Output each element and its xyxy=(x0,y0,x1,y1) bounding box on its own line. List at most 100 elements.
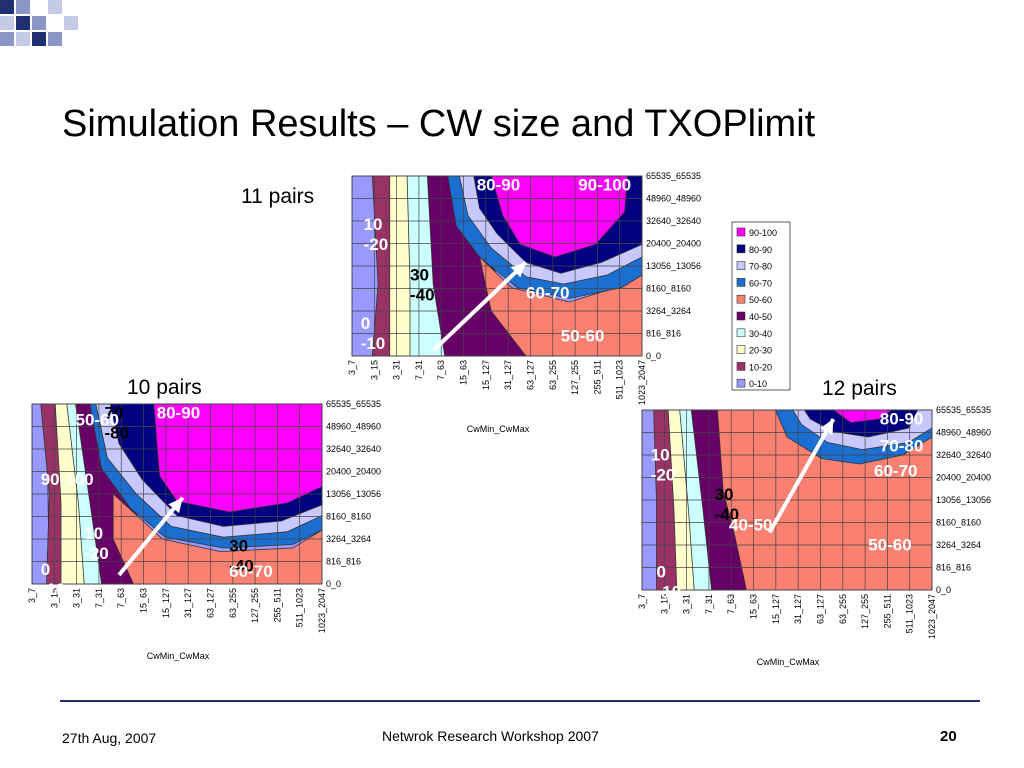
region-annotation: 30 xyxy=(229,537,248,556)
heatmap-chart-2: 65535_65535 48960_48960 32640_32640 20400_2… xyxy=(637,405,991,667)
legend-swatch xyxy=(736,328,746,338)
x-tick-label: 63_255 xyxy=(838,594,848,624)
legend-swatch xyxy=(736,311,746,321)
region-annotation: 80-90 xyxy=(157,403,200,422)
legend-swatch xyxy=(736,294,746,304)
x-tick-label: 255_511 xyxy=(592,360,602,394)
x-tick-label: 15_63 xyxy=(749,594,759,619)
region-annotation: -40 xyxy=(410,285,435,304)
x-tick-label: 511_1023 xyxy=(295,588,305,627)
y-tick-label: 8160_8160 xyxy=(936,518,981,528)
region-annotation: -20 xyxy=(364,235,389,254)
footer-divider xyxy=(60,700,980,702)
legend-swatch xyxy=(736,261,746,270)
y-tick-label: 32640_32640 xyxy=(326,444,381,454)
region-annotation: 60-70 xyxy=(874,462,917,481)
y-tick-label: 48960_48960 xyxy=(326,422,381,432)
region-annotation: -40 xyxy=(229,557,254,576)
y-tick-label: 0_0 xyxy=(646,351,661,361)
y-tick-label: 65535_65535 xyxy=(326,399,381,409)
region-annotation: -20 xyxy=(84,544,109,563)
region-annotation: 60-70 xyxy=(526,283,569,302)
x-tick-label: 15_127 xyxy=(481,360,491,390)
legend-label: 90-100 xyxy=(749,228,777,238)
x-axis-label: CwMin_CwMax xyxy=(147,651,210,661)
x-tick-label: 63_127 xyxy=(815,594,825,624)
legend-label: 50-60 xyxy=(749,295,772,305)
x-tick-label: 63_255 xyxy=(228,588,238,618)
x-tick-label: 63_127 xyxy=(205,588,215,618)
legend-label: 80-90 xyxy=(749,245,772,255)
y-tick-label: 816_816 xyxy=(936,563,971,573)
x-tick-label: 511_1023 xyxy=(905,594,915,633)
legend-swatch xyxy=(736,278,746,287)
y-tick-label: 48960_48960 xyxy=(936,428,991,438)
y-tick-label: 816_816 xyxy=(646,329,681,339)
slide-title: Simulation Results – CW size and TXOPlim… xyxy=(62,103,816,145)
region-annotation: 70 xyxy=(105,403,124,422)
x-tick-label: 511_1023 xyxy=(615,360,625,399)
trend-arrow-head xyxy=(510,262,526,278)
region-annotation: -40 xyxy=(715,505,740,524)
x-tick-label: 127_255 xyxy=(250,588,260,623)
y-tick-label: 48960_48960 xyxy=(646,194,701,204)
region-annotation: 70-80 xyxy=(880,436,923,455)
region-annotation: 10 xyxy=(651,445,670,464)
x-tick-label: 3_31 xyxy=(682,594,692,614)
chart-10-label: 10 pairs xyxy=(127,376,202,399)
x-tick-label: 1023_2047 xyxy=(637,360,647,405)
heatmap-chart-1: 65535_65535 48960_48960 32640_32640 20400_2… xyxy=(27,399,381,661)
y-tick-label: 3264_3264 xyxy=(646,306,691,316)
y-tick-label: 65535_65535 xyxy=(936,405,991,415)
trend-arrow xyxy=(767,418,836,534)
legend: 90-100 80-90 70-80 60-70 50-60 40-50 30-40 20-3… xyxy=(731,221,791,391)
y-tick-label: 0_0 xyxy=(936,585,951,595)
page-number: 20 xyxy=(940,728,957,745)
trend-arrow-head xyxy=(820,419,834,435)
y-tick-label: 816_816 xyxy=(326,557,361,567)
x-axis-label: CwMin_CwMax xyxy=(757,657,820,667)
x-tick-label: 3_31 xyxy=(72,588,82,608)
x-tick-label: 7_31 xyxy=(414,360,424,380)
region-annotation: 90-100 xyxy=(41,470,94,489)
x-tick-label: 15_127 xyxy=(161,588,171,618)
legend-label: 20-30 xyxy=(749,346,772,356)
y-tick-label: 65535_65535 xyxy=(646,171,701,181)
x-tick-label: 3_7 xyxy=(347,360,357,375)
region-annotation: 0 xyxy=(657,562,666,581)
region-annotation: -20 xyxy=(651,465,676,484)
x-tick-label: 3_7 xyxy=(27,588,37,603)
x-tick-label: 15_63 xyxy=(459,360,469,385)
y-tick-label: 32640_32640 xyxy=(646,216,701,226)
region-annotation: -10 xyxy=(361,334,386,353)
y-tick-label: 8160_8160 xyxy=(326,512,371,522)
y-tick-label: 20400_20400 xyxy=(936,473,991,483)
region-annotation: 80-90 xyxy=(880,409,923,428)
legend-label: 10-20 xyxy=(749,362,772,372)
legend-swatch xyxy=(736,345,746,354)
trend-arrow xyxy=(117,496,185,577)
y-tick-label: 8160_8160 xyxy=(646,284,691,294)
y-tick-label: 32640_32640 xyxy=(936,450,991,460)
region-annotation: -10 xyxy=(41,580,66,599)
x-tick-label: 255_511 xyxy=(272,588,282,622)
corner-decoration xyxy=(0,0,80,60)
x-tick-label: 31_127 xyxy=(503,360,513,390)
x-tick-label: 1023_2047 xyxy=(317,588,327,633)
y-tick-label: 13056_13056 xyxy=(326,489,381,499)
heatmap-chart-0: 65535_65535 48960_48960 32640_32640 20400_2… xyxy=(347,171,701,434)
region-annotation: 90-100 xyxy=(578,175,631,194)
y-tick-label: 3264_3264 xyxy=(326,534,371,544)
trend-arrow xyxy=(431,260,528,353)
x-tick-label: 63_255 xyxy=(548,360,558,390)
footer-date: 27th Aug, 2007 xyxy=(62,730,157,746)
x-tick-label: 7_63 xyxy=(726,594,736,614)
region-annotation: 50-60 xyxy=(868,535,911,554)
x-tick-label: 63_127 xyxy=(525,360,535,390)
x-tick-label: 15_127 xyxy=(771,594,781,624)
legend-label: 70-80 xyxy=(749,262,772,272)
x-tick-label: 7_31 xyxy=(94,588,104,608)
region-annotation: 0 xyxy=(41,560,50,579)
region-annotation: -10 xyxy=(657,582,682,601)
